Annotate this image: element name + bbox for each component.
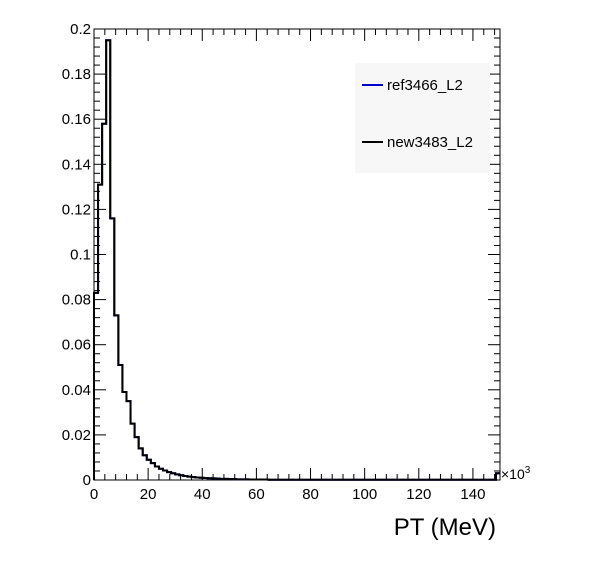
x-multiplier-exponent: 3 bbox=[525, 465, 531, 476]
x-tick-label: 40 bbox=[194, 486, 211, 503]
histogram-series bbox=[93, 39, 500, 481]
legend-label-ref: ref3466_L2 bbox=[387, 77, 463, 94]
legend: ref3466_L2 new3483_L2 bbox=[355, 63, 490, 173]
legend-label-new: new3483_L2 bbox=[387, 134, 473, 151]
y-tick-labels: 0 0.02 0.04 0.06 0.08 0.1 0.12 0.14 0.16 0.18 0.2 bbox=[62, 21, 91, 489]
x-multiplier: ×103 bbox=[501, 465, 531, 482]
y-tick-label: 0.18 bbox=[62, 66, 91, 83]
y-tick-label: 0.04 bbox=[62, 382, 91, 399]
x-tick-label: 140 bbox=[460, 486, 485, 503]
x-tick-label: 100 bbox=[352, 486, 377, 503]
x-tick-label: 20 bbox=[140, 486, 157, 503]
x-tick-label: 60 bbox=[248, 486, 265, 503]
x-tick-labels: 0 20 40 60 80 100 120 140 bbox=[90, 486, 486, 503]
y-tick-label: 0.06 bbox=[62, 337, 91, 354]
y-tick-label: 0.2 bbox=[70, 21, 91, 38]
y-tick-label: 0 bbox=[83, 472, 91, 489]
legend-box bbox=[355, 63, 490, 173]
x-tick-label: 120 bbox=[406, 486, 431, 503]
y-tick-label: 0.14 bbox=[62, 156, 91, 173]
y-tick-label: 0.1 bbox=[70, 247, 91, 264]
y-tick-label: 0.08 bbox=[62, 292, 91, 309]
y-tick-label: 0.02 bbox=[62, 427, 91, 444]
y-tick-label: 0.16 bbox=[62, 111, 91, 128]
x-multiplier-base: ×10 bbox=[501, 466, 525, 482]
y-tick-label: 0.12 bbox=[62, 201, 91, 218]
x-axis-title: PT (MeV) bbox=[394, 514, 496, 541]
series-line-new3483_L2 bbox=[93, 39, 500, 481]
x-tick-label: 0 bbox=[90, 486, 98, 503]
x-tick-label: 80 bbox=[302, 486, 319, 503]
